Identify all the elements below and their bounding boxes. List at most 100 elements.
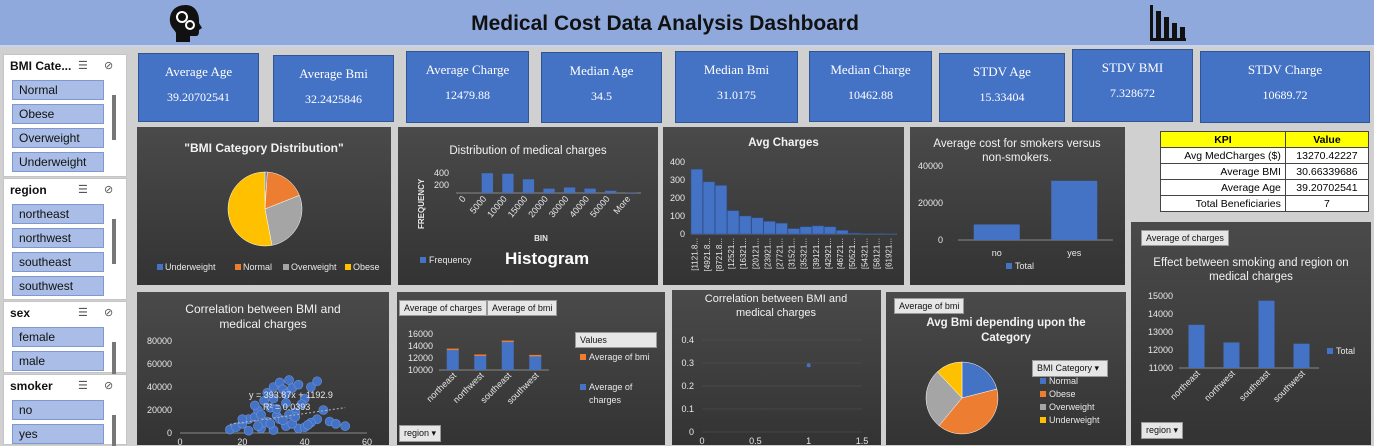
bar [691, 169, 703, 234]
bar [543, 189, 554, 193]
x-tick-label: 20 [237, 437, 247, 445]
x-tick-label: yes [1067, 248, 1082, 258]
scrollbar[interactable] [112, 95, 116, 140]
x-tick-label: [20121... [751, 238, 760, 269]
legend-swatch [420, 257, 426, 263]
x-tick-label: 1.5 [856, 436, 869, 445]
multi-select-icon[interactable]: ☰ [78, 306, 88, 319]
clear-filter-icon[interactable]: ⊘ [104, 59, 113, 72]
kpi-card-label: STDV BMI [1073, 60, 1192, 76]
x-tick-label: [12521... [727, 238, 736, 269]
legend-label: Underweight [1049, 415, 1100, 425]
clear-filter-icon[interactable]: ⊘ [104, 379, 113, 392]
bar [523, 179, 534, 193]
table-cell: 13270.42227 [1285, 148, 1368, 164]
slicer-item[interactable]: southeast [12, 252, 104, 272]
table-cell: Total Beneficiaries [1161, 196, 1286, 212]
x-tick-label: [23921... [763, 238, 772, 269]
y-tick-label: 20000 [147, 405, 172, 415]
slicer-item[interactable]: male [12, 351, 104, 371]
legend-label: Underweight [165, 262, 216, 272]
bar [584, 189, 595, 193]
slicer-item[interactable]: yes [12, 424, 104, 444]
y-tick-label: 12000 [408, 353, 433, 363]
data-point [250, 401, 259, 410]
kpi-table-header: KPI [1161, 132, 1286, 148]
data-point [285, 376, 294, 385]
scrollbar[interactable] [112, 219, 116, 264]
bar [974, 224, 1020, 240]
multi-select-icon[interactable]: ☰ [78, 379, 88, 392]
bar [474, 354, 486, 356]
legend-swatch [1040, 404, 1046, 410]
x-tick-label: 10000 [485, 194, 509, 220]
region-combo-chart: 10000120001400016000northeastnorthwestso… [397, 292, 665, 445]
data-point [303, 420, 312, 429]
bar [727, 211, 739, 234]
legend-swatch [157, 264, 163, 270]
slicer-item[interactable]: Normal [12, 80, 104, 100]
y-tick-label: 0.4 [681, 335, 694, 345]
table-cell: Avg MedCharges ($) [1161, 148, 1286, 164]
slicer-item[interactable]: northeast [12, 204, 104, 224]
slicer-item[interactable]: female [12, 327, 104, 347]
data-point [341, 422, 350, 431]
kpi-card-value: 15.33404 [940, 90, 1064, 105]
bar [447, 349, 459, 351]
y-tick-label: 13000 [1148, 327, 1173, 337]
x-tick-label: [42921... [824, 238, 833, 269]
data-point [313, 377, 322, 386]
scrollbar[interactable] [112, 415, 116, 446]
x-tick-label: [39121... [812, 238, 821, 269]
y-tick-label: 100 [670, 211, 685, 221]
slicer-item[interactable]: Obese [12, 104, 104, 124]
slicer-item[interactable]: northwest [12, 228, 104, 248]
clear-filter-icon[interactable]: ⊘ [104, 306, 113, 319]
kpi-card-label: Average Bmi [274, 66, 393, 82]
slicer-title: region [10, 183, 47, 197]
bar [1259, 301, 1275, 368]
multi-select-icon[interactable]: ☰ [78, 183, 88, 196]
y-tick-label: 40000 [918, 161, 943, 171]
avg-charges-bar-chart: 0100200300400[1121.8...[4921.8...[8721.8… [663, 127, 904, 285]
kpi-card-label: STDV Age [940, 64, 1064, 80]
x-tick-label: [16321... [739, 238, 748, 269]
region-filter-button[interactable]: region ▾ [399, 425, 441, 442]
slicer-item[interactable]: southwest [12, 276, 104, 296]
trendline-equation: y = 393.87x + 1192.9 [249, 390, 333, 400]
region-filter-button[interactable]: region ▾ [1141, 422, 1183, 439]
dropdown-arrow-icon: ▾ [432, 428, 437, 438]
kpi-card-value: 7.328672 [1073, 86, 1192, 101]
slicer-item[interactable]: Overweight [12, 128, 104, 148]
multi-select-icon[interactable]: ☰ [78, 59, 88, 72]
slicer-item[interactable]: no [12, 400, 104, 420]
smokers-panel: Average cost for smokers versus non-smok… [910, 127, 1125, 285]
slicer-item[interactable]: Underweight [12, 152, 104, 172]
x-tick-label: [35321... [800, 238, 809, 269]
bmi-category-filter-button[interactable]: BMI Category ▾ [1032, 360, 1108, 377]
legend-swatch [1040, 391, 1046, 397]
y-tick-label: 0.3 [681, 358, 694, 368]
y-tick-label: 300 [670, 175, 685, 185]
scrollbar[interactable] [112, 342, 116, 374]
x-tick-label: More [611, 194, 632, 216]
bar [800, 227, 812, 234]
slicer-title: smoker [10, 379, 53, 393]
bar [873, 233, 885, 234]
bar-chart-icon [1148, 3, 1188, 43]
clear-filter-icon[interactable]: ⊘ [104, 183, 113, 196]
y-tick-label: 0 [680, 229, 685, 239]
x-tick-label: 20000 [526, 194, 550, 220]
legend-swatch [1040, 417, 1046, 423]
bar [752, 218, 764, 234]
dropdown-arrow-icon: ▾ [1095, 363, 1100, 373]
